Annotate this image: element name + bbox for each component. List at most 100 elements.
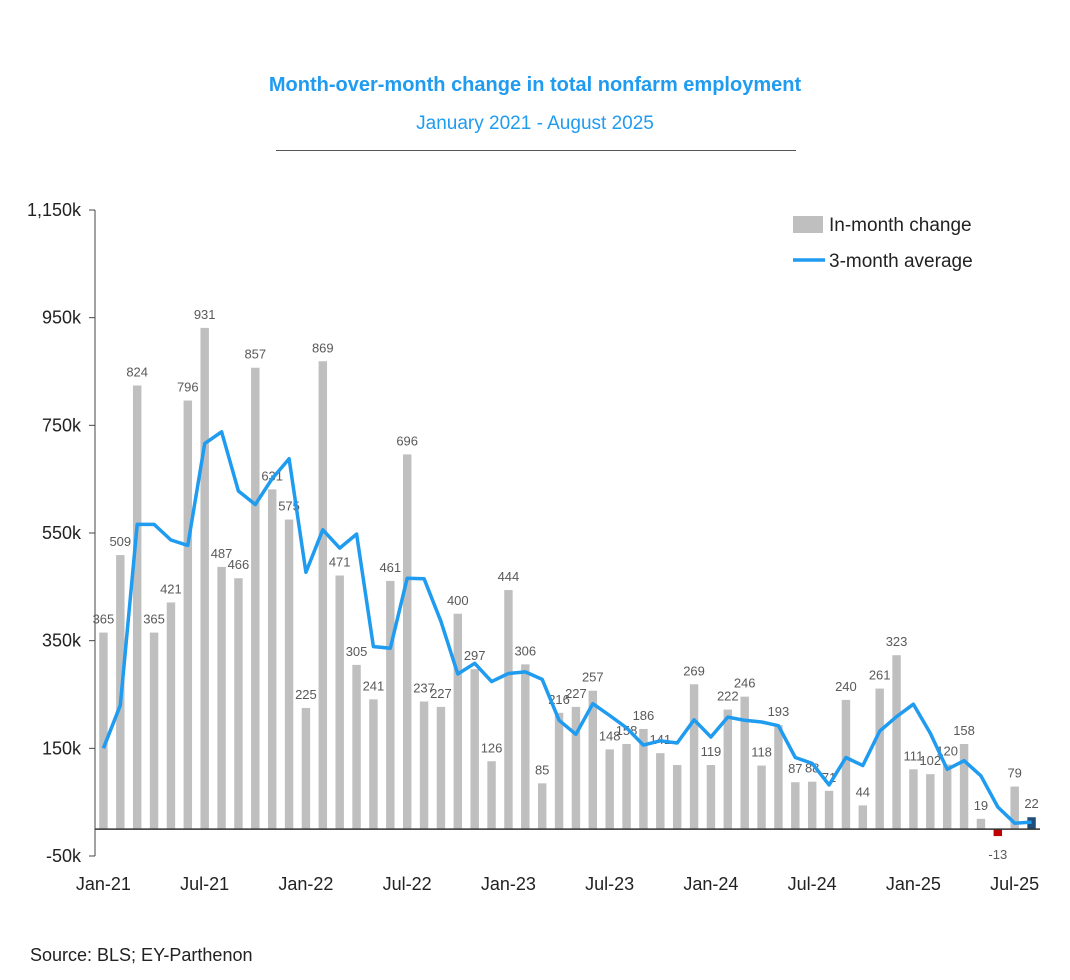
bar	[791, 782, 800, 830]
bar-data-label: 365	[143, 612, 165, 627]
bar	[858, 805, 868, 830]
y-axis: -50k 150k 350k 550k 750k 950k 1,150k	[27, 200, 96, 866]
bar-data-label: 22	[1024, 796, 1038, 811]
bar	[622, 744, 631, 830]
bar-data-label: 225	[295, 687, 317, 702]
x-tick-label: Jul-23	[585, 874, 634, 894]
bar-series	[99, 327, 1036, 837]
bar	[419, 701, 429, 830]
bar-data-label: 241	[363, 678, 385, 693]
bar	[504, 590, 513, 830]
bar-data-label: -13	[988, 847, 1007, 862]
bar	[757, 765, 766, 830]
x-tick-label: Jul-25	[990, 874, 1039, 894]
bar-data-label: 931	[194, 307, 216, 322]
bar	[217, 566, 226, 830]
bar-data-label: 421	[160, 581, 182, 596]
bar-data-label: 87	[788, 761, 802, 776]
bar-data-labels: 3655098243654217969314874668576315752258…	[93, 307, 1039, 862]
x-tick-label: Jan-22	[278, 874, 333, 894]
bar	[284, 519, 294, 830]
bar	[453, 613, 463, 830]
bar	[841, 699, 851, 830]
bar	[166, 602, 176, 830]
bar-data-label: 461	[379, 560, 401, 575]
bar-data-label: 186	[633, 708, 655, 723]
legend-swatch-bars	[793, 216, 823, 233]
bar-data-label: 487	[211, 546, 233, 561]
bar-data-label: 466	[228, 557, 250, 572]
bar	[875, 688, 884, 830]
bar	[605, 749, 614, 830]
bar	[251, 367, 260, 830]
y-tick-label: 350k	[42, 631, 82, 651]
bar	[267, 489, 277, 830]
x-tick-label: Jul-24	[788, 874, 837, 894]
bar-data-label: 111	[904, 748, 924, 763]
bar	[521, 664, 530, 830]
legend-label-bars: In-month change	[829, 215, 972, 236]
bar	[149, 632, 159, 830]
bar	[99, 632, 108, 830]
bar-data-label: 306	[514, 643, 536, 658]
bar	[386, 580, 395, 830]
line-series	[101, 430, 1032, 825]
bar-data-label: 88	[805, 761, 819, 776]
x-tick-label: Jul-21	[180, 874, 229, 894]
bar-data-label: 257	[582, 670, 604, 685]
bar	[993, 829, 1003, 837]
bar-data-label: 158	[953, 723, 975, 738]
bar-data-label: 471	[329, 555, 351, 570]
legend: In-month change 3-month average	[793, 215, 973, 272]
bar	[942, 764, 952, 830]
y-tick-label: 150k	[42, 738, 82, 758]
bar-data-label: 297	[464, 648, 486, 663]
bar-data-label: 323	[886, 634, 908, 649]
bar-data-label: 857	[244, 347, 266, 362]
bar	[554, 712, 564, 830]
bar	[926, 774, 935, 830]
bar	[959, 744, 969, 830]
bar-data-label: 796	[177, 380, 199, 395]
bar-data-label: 193	[768, 704, 790, 719]
bar-data-label: 237	[413, 680, 435, 695]
bar-data-label: 240	[835, 679, 857, 694]
x-tick-label: Jul-22	[383, 874, 432, 894]
bar-data-label: 85	[535, 762, 549, 777]
bar	[352, 664, 361, 830]
bar	[740, 696, 749, 830]
bar-data-label: 305	[346, 644, 368, 659]
bar	[1010, 786, 1019, 830]
bar	[639, 728, 648, 830]
bar	[892, 655, 901, 830]
avg-line	[101, 430, 1032, 825]
bar	[689, 684, 699, 830]
bar	[318, 361, 328, 830]
bar-data-label: 222	[717, 689, 739, 704]
bar	[470, 669, 479, 830]
bar	[436, 706, 446, 830]
bar-data-label: 400	[447, 593, 469, 608]
x-tick-label: Jan-25	[886, 874, 941, 894]
bar	[537, 783, 547, 830]
bar	[909, 769, 918, 830]
bar-data-label: 44	[856, 784, 870, 799]
bar-data-label: 119	[701, 744, 722, 759]
y-tick-label: 750k	[42, 415, 82, 435]
x-tick-label: Jan-23	[481, 874, 536, 894]
bar-data-label: 365	[93, 612, 115, 627]
y-tick-label: 550k	[42, 523, 82, 543]
bar	[723, 709, 733, 830]
bar	[369, 699, 378, 830]
x-tick-label: Jan-21	[76, 874, 131, 894]
y-tick-label: 950k	[42, 308, 82, 328]
legend-label-line: 3-month average	[829, 251, 973, 272]
bar-data-label: 19	[974, 798, 988, 813]
chart-title: Month-over-month change in total nonfarm…	[268, 74, 802, 96]
bar-data-label: 509	[109, 534, 131, 549]
bar	[824, 790, 834, 830]
bar	[132, 385, 142, 830]
source-note: Source: BLS; EY-Parthenon	[30, 945, 253, 965]
y-tick-label: -50k	[46, 846, 82, 866]
bar-data-label: 696	[396, 433, 418, 448]
